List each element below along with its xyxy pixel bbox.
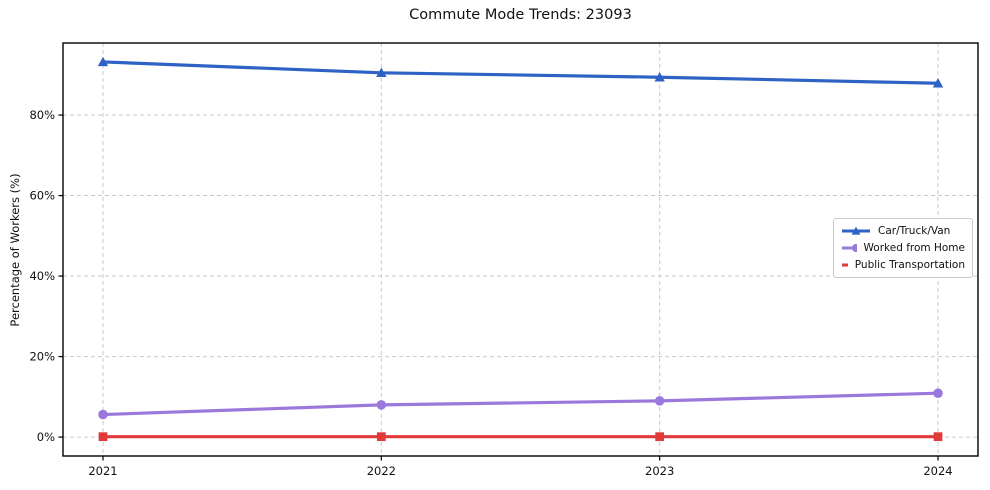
chart-title: Commute Mode Trends: 23093 [409,7,632,23]
series-line-circle [101,391,940,417]
legend-item-worked-from-home: Worked from Home [841,240,965,256]
y-tick-label: 20% [29,350,55,364]
data-point-marker [933,432,943,442]
legend-label: Public Transportation [854,258,965,271]
data-point-marker [376,432,386,442]
data-point-marker [98,409,108,420]
legend: Car/Truck/Van Worked from Home Public Tr… [833,218,973,278]
series-line-triangle [101,60,940,85]
worked-from-home-line-swatch-icon [842,243,857,253]
data-point-marker [933,388,943,398]
data-point-marker [97,56,109,67]
y-tick-label: 80% [29,108,55,122]
triangle-marker-icon [851,226,861,235]
legend-item-public-transportation: Public Transportation [841,257,965,273]
legend-item-car-truck-van: Car/Truck/Van [841,223,965,239]
legend-label: Car/Truck/Van [878,225,951,238]
y-axis-label: Percentage of Workers (%) [8,173,22,327]
y-tick-label: 40% [29,269,55,283]
data-point-marker [654,396,665,406]
y-tick-label: 60% [29,189,55,203]
x-tick-label: 2024 [923,464,952,478]
data-point-marker [376,400,387,410]
y-tick-label: 0% [37,430,55,444]
plot-frame [62,42,979,457]
circle-marker-icon [851,243,857,253]
data-point-marker [655,432,665,442]
public-transportation-line-swatch-icon [842,263,848,267]
x-tick-label: 2021 [88,464,117,478]
data-point-marker [376,67,387,78]
car-truck-van-line-swatch-icon [842,226,870,235]
data-point-marker [654,72,665,82]
data-point-marker [98,432,108,442]
legend-label: Worked from Home [863,241,965,254]
x-tick-label: 2023 [645,464,674,478]
x-tick-label: 2022 [367,464,396,478]
data-point-marker [932,78,944,88]
